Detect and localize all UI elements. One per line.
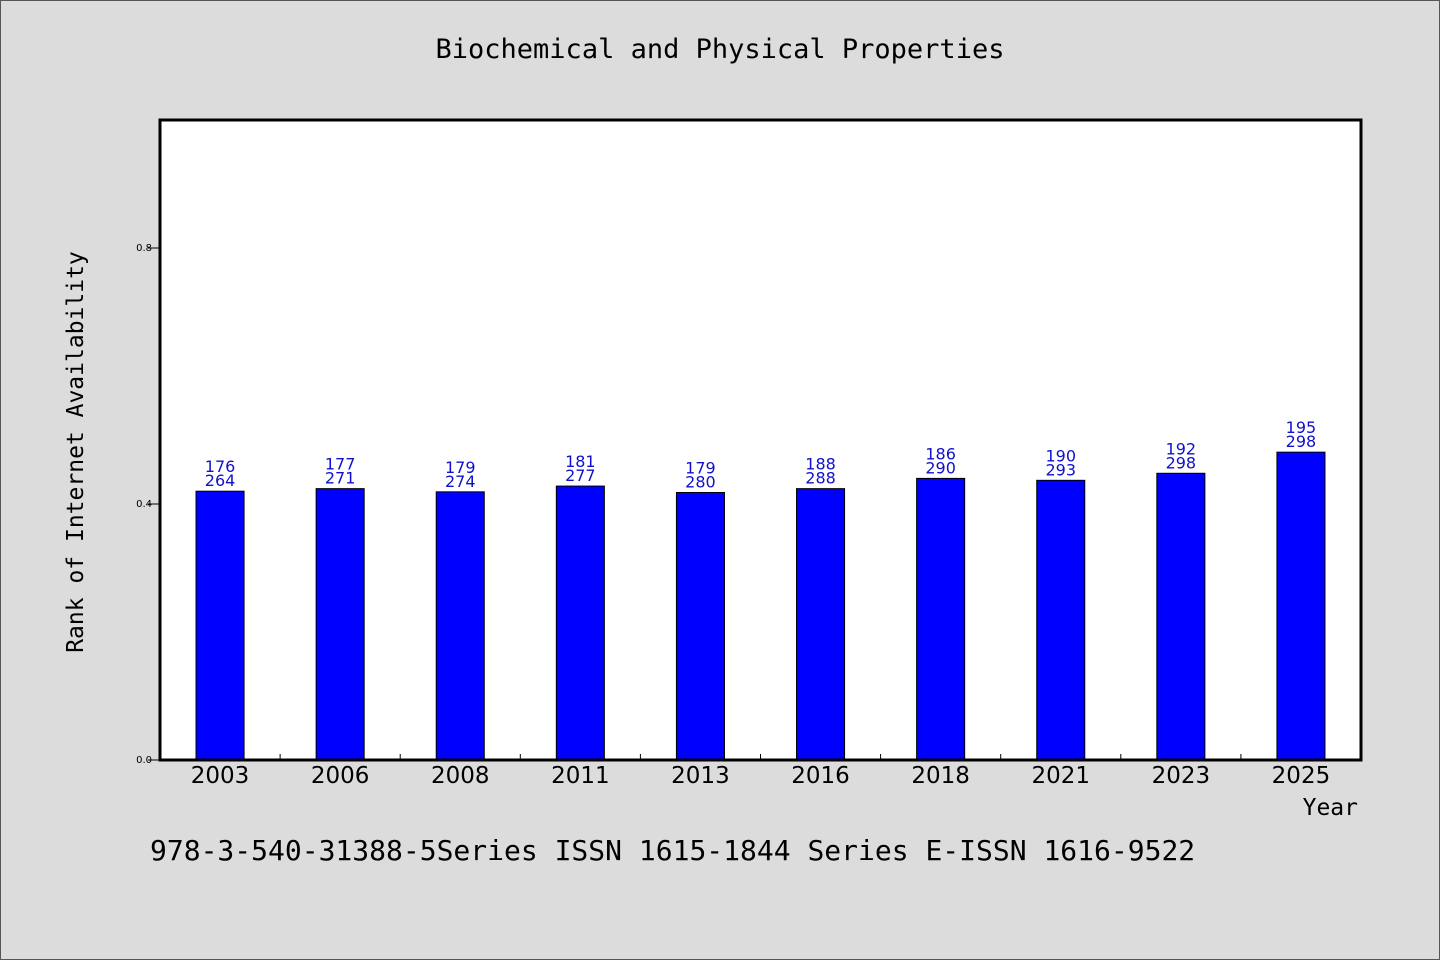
bar: [675, 491, 725, 761]
x-axis-label: Year: [1302, 795, 1358, 821]
bar-label-top: 179: [445, 458, 476, 477]
chart-title: Biochemical and Physical Properties: [435, 34, 1005, 65]
bar-label-top: 177: [325, 455, 356, 474]
x-tick-label: 2023: [1152, 763, 1211, 789]
bar-label-top: 179: [685, 458, 716, 477]
isbn-footnote: 978-3-540-31388-5Series ISSN 1615-1844 S…: [150, 834, 1196, 867]
bar: [1156, 472, 1206, 761]
bar-label-bottom: 298: [1286, 432, 1317, 451]
bar-label-bottom: 274: [445, 472, 476, 491]
bar-label-top: 192: [1166, 439, 1197, 458]
y-tick-label: 0.0: [136, 755, 152, 766]
x-tick-label: 2021: [1031, 763, 1090, 789]
bar-label-bottom: 271: [325, 469, 356, 488]
x-tick-label: 2013: [671, 763, 730, 789]
bar-label-bottom: 288: [805, 469, 836, 488]
x-tick-label: 2011: [551, 763, 610, 789]
y-tick-label: 0.4: [136, 499, 152, 510]
bar-label-top: 195: [1286, 418, 1317, 437]
bar: [916, 477, 966, 761]
x-tick-label: 2006: [311, 763, 370, 789]
plot-border: [158, 118, 1363, 762]
bar-label-top: 181: [565, 452, 596, 471]
bar: [195, 490, 245, 761]
bar: [435, 491, 485, 761]
bar-label-bottom: 280: [685, 472, 716, 491]
bar-label-bottom: 264: [205, 471, 236, 490]
x-tick-label: 2025: [1272, 763, 1331, 789]
x-tick-label: 2003: [191, 763, 250, 789]
bar: [1036, 479, 1086, 761]
bar: [555, 485, 605, 761]
bar: [1276, 451, 1326, 761]
y-tick-label: 0.8: [136, 243, 152, 254]
x-tick-label: 2008: [431, 763, 490, 789]
bar-label-bottom: 298: [1166, 453, 1197, 472]
bar-label-bottom: 277: [565, 466, 596, 485]
bar-label-bottom: 290: [925, 458, 956, 477]
x-tick-label: 2018: [911, 763, 970, 789]
bar-label-top: 188: [805, 455, 836, 474]
bar: [315, 488, 365, 761]
bar: [796, 488, 846, 761]
bar-label-top: 190: [1045, 446, 1076, 465]
bar-label-top: 186: [925, 444, 956, 463]
bar-label-bottom: 293: [1045, 460, 1076, 479]
bar-label-top: 176: [205, 457, 236, 476]
x-tick-label: 2016: [791, 763, 850, 789]
